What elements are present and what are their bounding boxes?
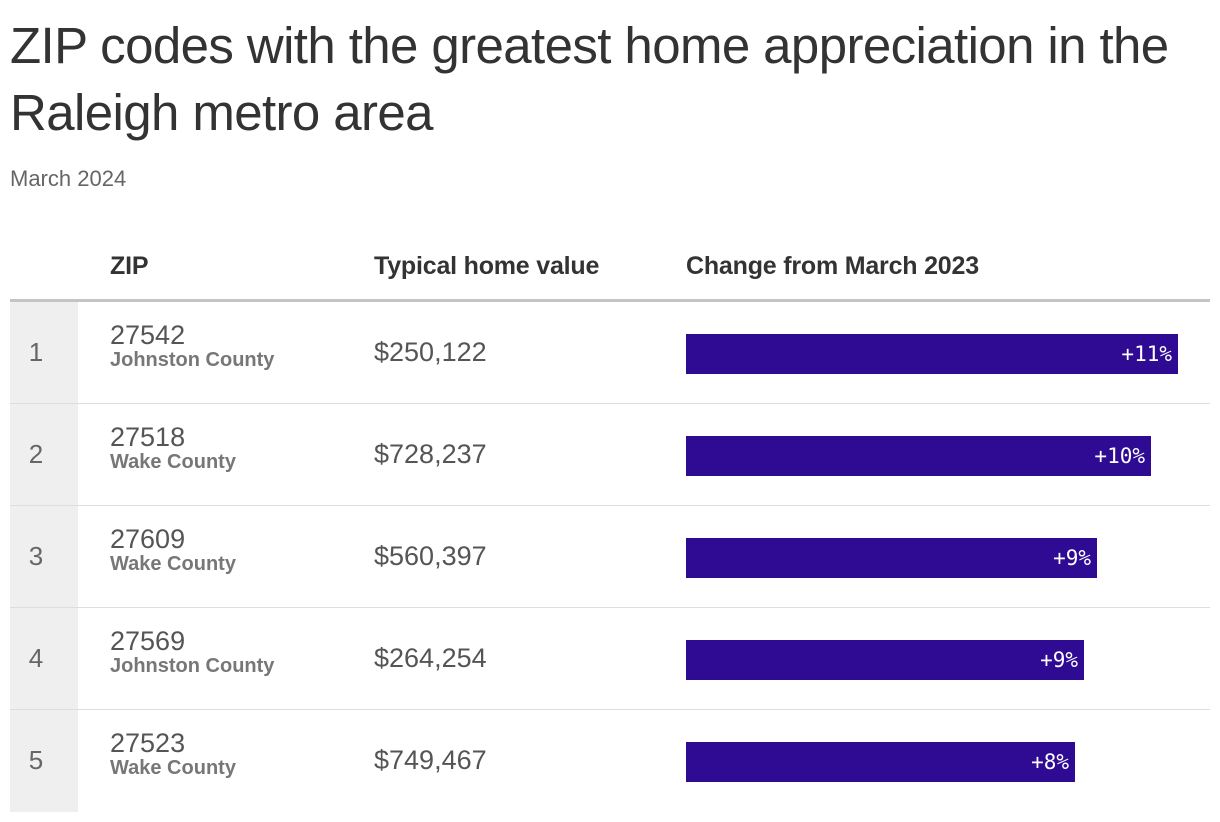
change-bar: +11%	[686, 334, 1178, 374]
rank-number: 2	[28, 439, 44, 469]
rank-number: 5	[28, 745, 44, 775]
zip-column-header: ZIP	[110, 252, 149, 280]
row-divider	[10, 403, 1210, 404]
change-label: +9%	[1053, 546, 1091, 570]
chart-subtitle: March 2024	[10, 166, 127, 191]
table-row: 1 27542 Johnston County $250,122 +11%	[10, 302, 1210, 404]
county-name: Wake County	[110, 451, 236, 473]
rank-number: 3	[28, 541, 44, 571]
change-bar: +8%	[686, 742, 1075, 782]
county-name: Johnston County	[110, 655, 275, 677]
change-bar: +10%	[686, 436, 1151, 476]
change-bar: +9%	[686, 538, 1097, 578]
home-value: $264,254	[374, 643, 487, 673]
change-bar: +9%	[686, 640, 1084, 680]
table-row: 3 27609 Wake County $560,397 +9%	[10, 506, 1210, 608]
table-row: 2 27518 Wake County $728,237 +10%	[10, 404, 1210, 506]
home-value: $749,467	[374, 745, 487, 775]
zip-code: 27609	[110, 524, 186, 554]
table-row: 4 27569 Johnston County $264,254 +9%	[10, 608, 1210, 710]
row-divider	[10, 505, 1210, 506]
county-name: Johnston County	[110, 349, 275, 371]
change-label: +10%	[1094, 444, 1145, 468]
home-value: $728,237	[374, 439, 487, 469]
home-value-column-header: Typical home value	[374, 252, 600, 280]
rank-column-background	[10, 302, 78, 812]
change-label: +8%	[1031, 750, 1069, 774]
chart-title: ZIP codes with the greatest home appreci…	[10, 17, 1169, 141]
change-label: +11%	[1121, 342, 1172, 366]
county-name: Wake County	[110, 757, 236, 779]
zip-code: 27518	[110, 422, 186, 452]
rank-number: 4	[28, 643, 44, 673]
row-divider	[10, 607, 1210, 608]
county-name: Wake County	[110, 553, 236, 575]
zip-code: 27569	[110, 626, 186, 656]
home-value: $560,397	[374, 541, 487, 571]
header-divider	[10, 299, 1210, 302]
home-value: $250,122	[374, 337, 487, 367]
row-divider	[10, 709, 1210, 710]
table-row: 5 27523 Wake County $749,467 +8%	[10, 710, 1210, 812]
zip-code: 27542	[110, 320, 186, 350]
change-column-header: Change from March 2023	[686, 252, 979, 280]
rank-number: 1	[28, 337, 44, 367]
zip-code: 27523	[110, 728, 186, 758]
change-label: +9%	[1040, 648, 1078, 672]
